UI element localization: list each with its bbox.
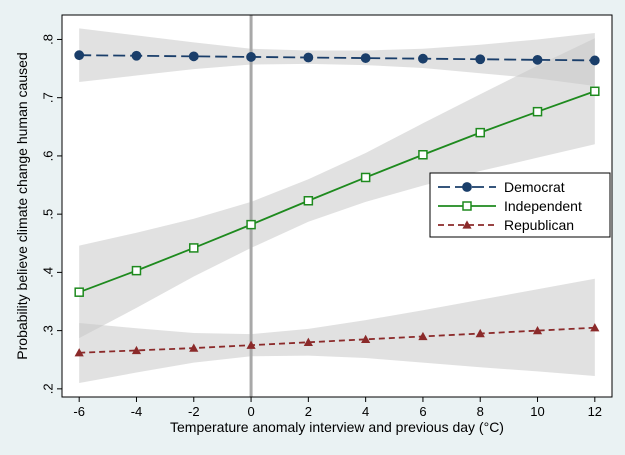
- point-independent-0: [246, 219, 256, 230]
- point-independent--6: [74, 287, 84, 297]
- x-tick-label: -6: [73, 404, 85, 419]
- y-tick-label: .5: [40, 209, 55, 220]
- legend-entry-independent: Independent: [438, 198, 582, 214]
- series-republican: [74, 323, 600, 357]
- legend-label-republican: Republican: [504, 217, 574, 233]
- point-independent-2: [303, 196, 314, 206]
- point-republican-6: [418, 331, 428, 341]
- legend-entry-democrat: Democrat: [438, 179, 565, 195]
- legend-marker-republican: [462, 220, 472, 229]
- point-republican-0: [246, 340, 256, 349]
- x-tick-label: 0: [247, 404, 254, 419]
- legend-marker-democrat: [462, 182, 472, 192]
- y-tick-label: .6: [40, 150, 55, 161]
- point-republican--2: [189, 343, 199, 352]
- plot-frame: [61, 14, 613, 398]
- point-democrat-0: [246, 52, 256, 62]
- point-independent--4: [131, 265, 142, 276]
- x-tick-label: 12: [588, 404, 602, 419]
- point-democrat--2: [188, 51, 199, 62]
- y-tick-label: .2: [40, 383, 55, 394]
- legend-marker-independent: [462, 201, 472, 211]
- point-independent-6: [418, 150, 428, 160]
- point-democrat-6: [418, 53, 428, 64]
- point-republican-10: [532, 326, 543, 335]
- point-democrat-12: [589, 55, 600, 66]
- point-democrat--6: [74, 50, 85, 61]
- x-tick-label: -2: [188, 404, 200, 419]
- point-independent-8: [475, 127, 485, 138]
- x-tick-label: 2: [305, 404, 312, 419]
- series-line-democrat: [79, 54, 595, 62]
- point-republican--4: [131, 345, 142, 355]
- legend-label-democrat: Democrat: [504, 179, 565, 195]
- point-democrat-10: [532, 54, 543, 65]
- point-democrat-8: [475, 54, 486, 65]
- point-democrat-2: [303, 52, 314, 63]
- point-republican-4: [361, 334, 371, 344]
- x-tick-label: -4: [131, 404, 143, 419]
- series-layer: [74, 50, 600, 357]
- legend-label-independent: Independent: [504, 198, 582, 214]
- point-independent-12: [590, 86, 600, 97]
- y-tick-label: .8: [40, 34, 55, 45]
- point-republican-8: [475, 328, 485, 338]
- ci-band-republican: [79, 278, 595, 384]
- x-axis-title: Temperature anomaly interview and previo…: [170, 419, 504, 435]
- series-independent: [74, 86, 600, 297]
- point-republican--6: [74, 348, 84, 357]
- y-tick-label: .4: [40, 267, 55, 278]
- series-line-independent: [78, 90, 596, 294]
- legend-box: [429, 172, 611, 238]
- x-tick-label: 6: [419, 404, 426, 419]
- point-independent-4: [360, 172, 371, 183]
- point-democrat-4: [360, 53, 371, 63]
- x-tick-label: 10: [530, 404, 544, 419]
- point-democrat--4: [131, 50, 142, 61]
- y-tick-label: .3: [40, 325, 55, 336]
- axes: -6 -4 -2 0 2 4 6 8 10 12 .2 .3 .4 .5 .6 .7 .8: [40, 14, 613, 419]
- y-axis-title: Probability believe climate change human…: [14, 52, 30, 359]
- y-tick-label: .7: [40, 92, 55, 103]
- point-independent-10: [532, 106, 543, 117]
- point-republican-12: [590, 323, 600, 332]
- point-independent--2: [189, 243, 199, 253]
- series-democrat: [74, 50, 600, 66]
- legend-entry-republican: Republican: [438, 217, 574, 233]
- point-republican-2: [303, 337, 313, 346]
- legend: Democrat Independent Republican: [429, 172, 611, 238]
- x-tick-label: 8: [477, 404, 484, 419]
- series-line-republican: [79, 326, 595, 354]
- x-tick-label: 4: [362, 404, 369, 419]
